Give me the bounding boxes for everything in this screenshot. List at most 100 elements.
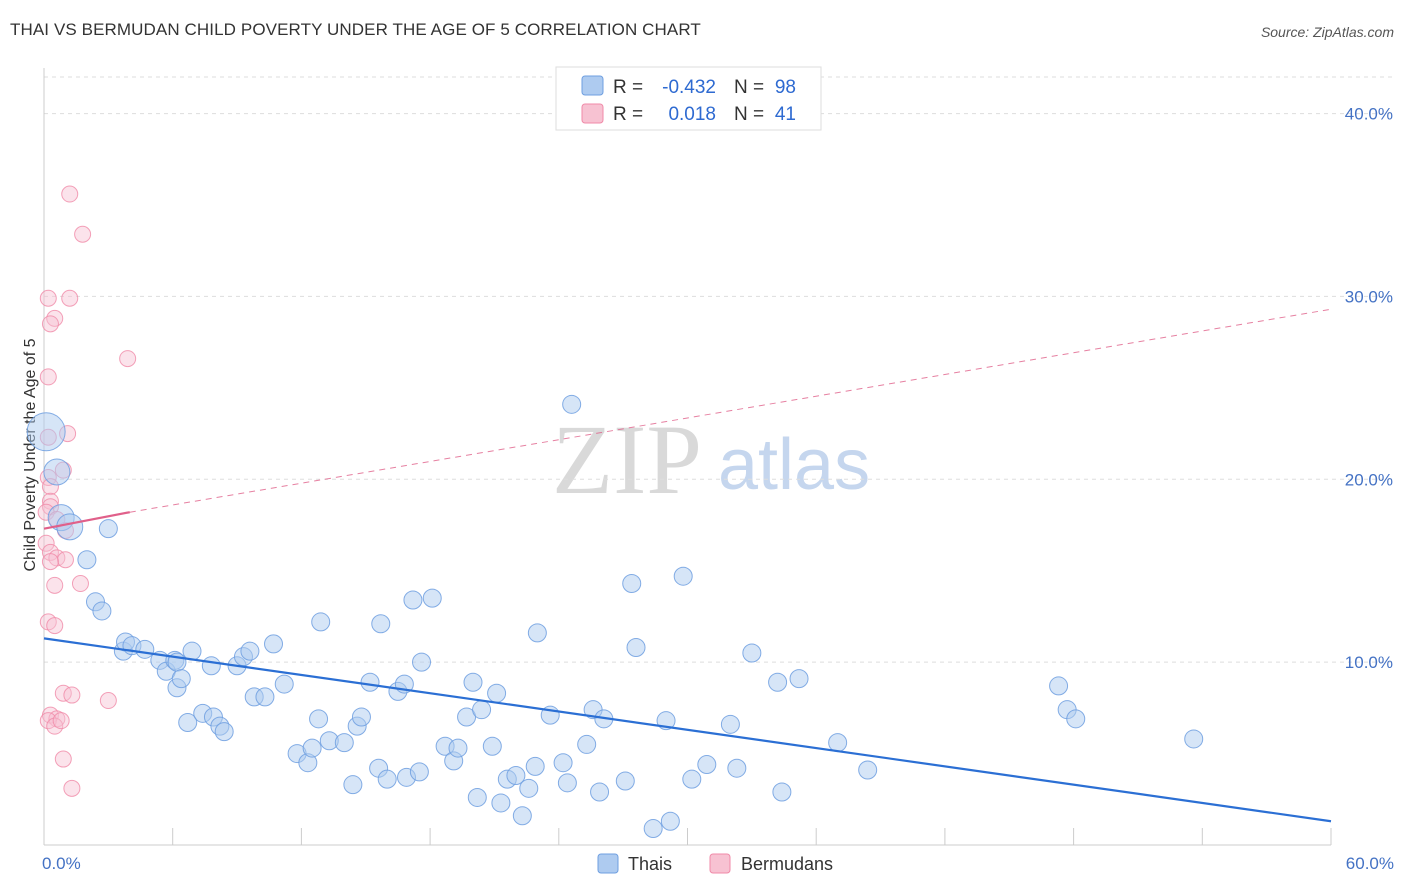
bermudan-point [41,492,59,510]
bermudan-trend-line-extrapolated [129,308,1332,513]
thai-point [491,793,511,813]
thai-point [56,513,84,541]
y-tick-label: 10.0% [1345,653,1393,672]
thai-point [26,412,66,452]
thai-point [626,638,646,658]
thai-point [448,738,468,758]
thai-point [720,714,740,734]
thai-point [403,590,423,610]
bermudan-point [39,289,57,307]
thai-point [768,672,788,692]
legend-thai-swatch [581,75,604,96]
x-tick-label-min: 0.0% [42,854,81,873]
bermudan-point [74,225,92,243]
thai-point [1066,709,1086,729]
thai-point [577,734,597,754]
thai-point [255,687,275,707]
thai-point [463,672,483,692]
thai-point [1184,729,1204,749]
bermudan-points [37,185,137,797]
watermark: ZIP atlas [552,404,870,515]
watermark-atlas: atlas [718,425,870,505]
series-legend-thai-label: Thais [628,854,672,874]
bermudan-point [39,368,57,386]
thai-point [828,733,848,753]
legend-bermudan-n-label: N = [734,104,764,125]
chart-title: THAI VS BERMUDAN CHILD POVERTY UNDER THE… [10,20,701,39]
thai-point [519,778,539,798]
legend-thai-r-label: R = [613,77,643,98]
bermudan-point [61,185,79,203]
y-tick-label: 20.0% [1345,470,1393,489]
legend-bermudan-n-value: 41 [775,104,796,125]
thai-point [482,736,502,756]
legend-bermudan-r-label: R = [613,104,643,125]
thai-point [615,771,635,791]
thai-point [264,634,284,654]
thai-point [240,641,260,661]
thai-point [412,652,432,672]
series-legend: Thais Bermudans [597,853,833,874]
bermudan-point [63,686,81,704]
y-tick-label: 40.0% [1345,105,1393,124]
bermudan-point [41,553,59,571]
thai-point [343,775,363,795]
thai-point [622,574,642,594]
y-tick-labels: 10.0% 20.0% 30.0% 40.0% [1345,105,1393,673]
x-tick-labels: 0.0% 60.0% [42,854,1394,873]
thai-point [77,550,97,570]
bermudan-point [46,576,64,594]
thai-point [772,782,792,802]
bermudan-point [71,575,89,593]
thai-point [98,519,118,539]
thai-point [351,707,371,727]
thai-point [43,458,71,486]
bermudan-trend-line [43,511,131,530]
bermudan-point [46,617,64,635]
thai-point [214,722,234,742]
bermudan-point [37,534,55,552]
bermudan-point [56,551,74,569]
legend-thai-n-label: N = [734,77,764,98]
thai-point [525,756,545,776]
thai-point [1049,676,1069,696]
thai-point [171,669,191,689]
thai-point [334,733,354,753]
thai-point [472,700,492,720]
thai-point [562,394,582,414]
thai-point [92,601,112,621]
legend-bermudan-r-value: 0.018 [668,104,716,125]
correlation-legend: R = -0.432 N = 98 R = 0.018 N = 41 [555,66,822,131]
thai-point [506,766,526,786]
thai-point [311,612,331,632]
series-legend-thai-swatch [597,853,619,874]
y-axis-label: Child Poverty Under the Age of 5 [22,338,39,571]
bermudan-point [54,684,72,702]
bermudan-point [63,779,81,797]
thai-point [201,656,221,676]
bermudan-point [61,289,79,307]
thai-point [371,614,391,634]
thai-trend-line [43,637,1332,823]
bermudan-point [119,350,137,368]
thai-point [858,760,878,780]
thai-point [377,769,397,789]
thai-point [727,758,747,778]
axes [43,68,1332,846]
bermudan-point [99,692,117,710]
source-credit: Source: ZipAtlas.com [1260,24,1394,40]
series-legend-bermudan-swatch [709,853,731,874]
thai-point [673,566,693,586]
thai-point [422,588,442,608]
thai-point [789,669,809,689]
thai-point [742,643,762,663]
thai-point [135,639,155,659]
y-tick-label: 30.0% [1345,287,1393,306]
thai-point [643,819,663,839]
thai-point [527,623,547,643]
trend-lines [43,308,1332,823]
thai-point [409,762,429,782]
watermark-zip: ZIP [552,404,702,515]
thai-point [487,683,507,703]
